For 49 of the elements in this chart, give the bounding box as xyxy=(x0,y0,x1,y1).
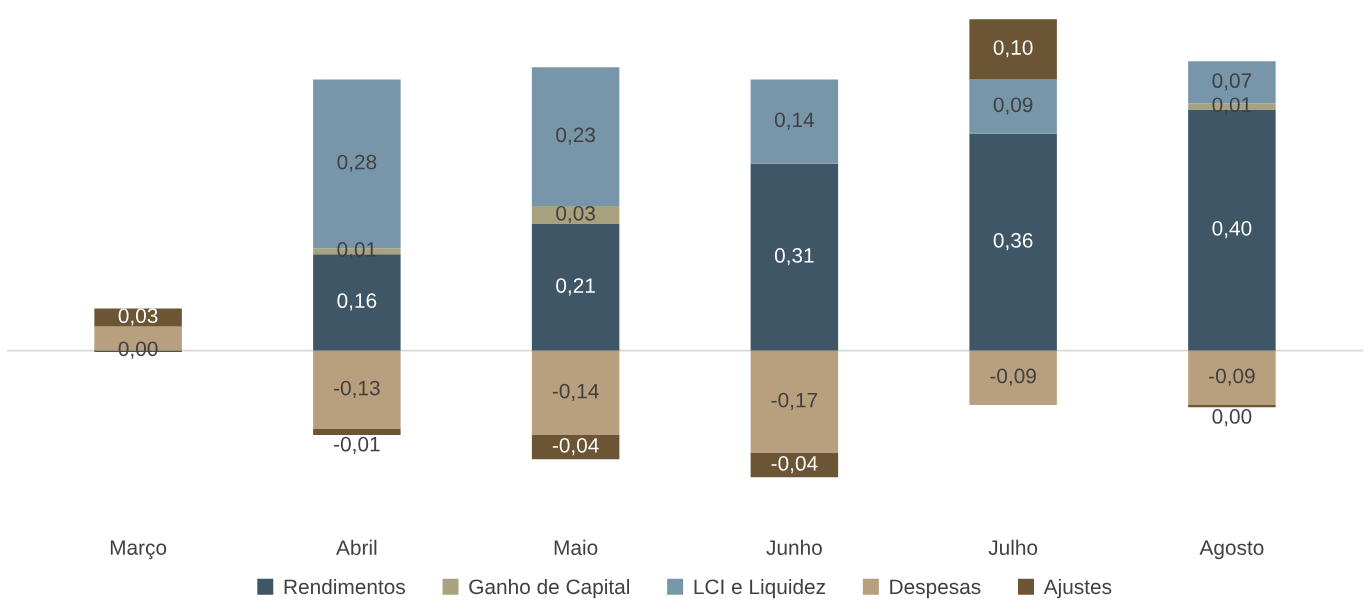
bar xyxy=(969,350,1057,405)
data-label: 0,10 xyxy=(993,40,1033,58)
data-label: 0,40 xyxy=(1212,220,1252,239)
data-label: 0,00 xyxy=(1212,409,1252,427)
legend-label: Despesas xyxy=(890,579,981,599)
legend-label: Ajustes xyxy=(1043,578,1112,599)
data-label: 0,09 xyxy=(993,97,1033,115)
data-label: 0,14 xyxy=(774,112,815,130)
data-label: -0,09 xyxy=(1209,368,1255,386)
bar xyxy=(750,163,839,351)
bar xyxy=(750,453,839,478)
bar xyxy=(969,79,1057,134)
bar xyxy=(1188,350,1276,405)
x-tick-label: Maio xyxy=(554,539,598,556)
bar xyxy=(531,67,620,206)
data-label: 0,23 xyxy=(556,127,595,145)
data-label: -0,04 xyxy=(771,456,818,474)
x-tick-label: Agosto xyxy=(1199,540,1264,560)
legend-label: LCI e Liquidez xyxy=(694,578,826,599)
data-label: 0,28 xyxy=(337,154,377,172)
bar xyxy=(313,429,401,436)
bar xyxy=(531,435,620,460)
bar xyxy=(531,350,620,436)
legend-label: Rendimentos xyxy=(284,578,405,595)
data-label: -0,01 xyxy=(334,436,380,454)
data-label: -0,17 xyxy=(771,392,818,410)
bar xyxy=(750,350,839,454)
data-label: -0,14 xyxy=(552,383,599,401)
bar xyxy=(94,308,182,327)
bar xyxy=(969,19,1057,80)
bar xyxy=(969,133,1057,351)
data-label: 0,03 xyxy=(556,205,595,224)
data-label: -0,13 xyxy=(334,380,380,398)
legend-label: Ganho de Capital xyxy=(469,578,629,599)
data-label: 0,21 xyxy=(556,278,595,296)
bar xyxy=(750,79,839,164)
data-label: -0,04 xyxy=(552,437,599,456)
data-label: 0,03 xyxy=(118,308,158,326)
data-label: 0,16 xyxy=(337,293,377,311)
x-tick-label: Março xyxy=(110,540,167,560)
data-label: 0,36 xyxy=(993,233,1033,251)
data-label: 0,31 xyxy=(774,248,814,266)
data-label: -0,09 xyxy=(990,368,1036,386)
bar xyxy=(313,350,401,430)
x-tick-label: Junho xyxy=(766,539,822,556)
data-label: 0,07 xyxy=(1212,73,1252,91)
x-tick-label: Julho xyxy=(988,539,1038,556)
x-tick-label: Abril xyxy=(336,539,377,556)
bar xyxy=(531,224,620,351)
